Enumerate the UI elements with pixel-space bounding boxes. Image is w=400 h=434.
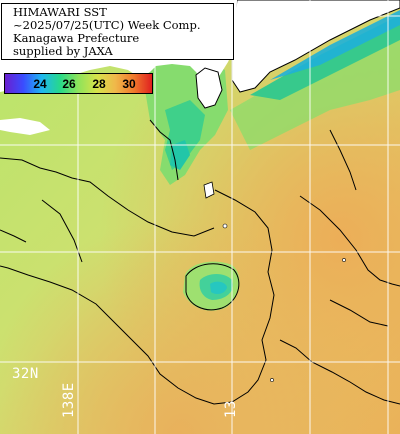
legend-tick-26: 26 (62, 77, 76, 91)
legend-tick-28: 28 (92, 77, 106, 91)
title-line-3: Kanagawa Prefecture (13, 31, 140, 45)
title-line-2: ~2025/07/25(UTC) Week Comp. (13, 18, 201, 32)
title-line-4: supplied by JAXA (13, 44, 113, 58)
title-line-1: HIMAWARI SST (13, 5, 107, 19)
legend-tick-24: 24 (33, 77, 47, 91)
title-box: HIMAWARI SST ~2025/07/25(UTC) Week Comp.… (1, 3, 234, 60)
longitude-label: 138E (61, 382, 77, 418)
land-miura (195, 67, 223, 109)
longitude-label-2: 13 (223, 400, 239, 418)
legend-tick-30: 30 (122, 77, 136, 91)
latitude-label: 32N (12, 366, 39, 382)
legend-color-bar (5, 74, 152, 93)
temperature-legend: 24 26 28 30 (4, 73, 153, 94)
